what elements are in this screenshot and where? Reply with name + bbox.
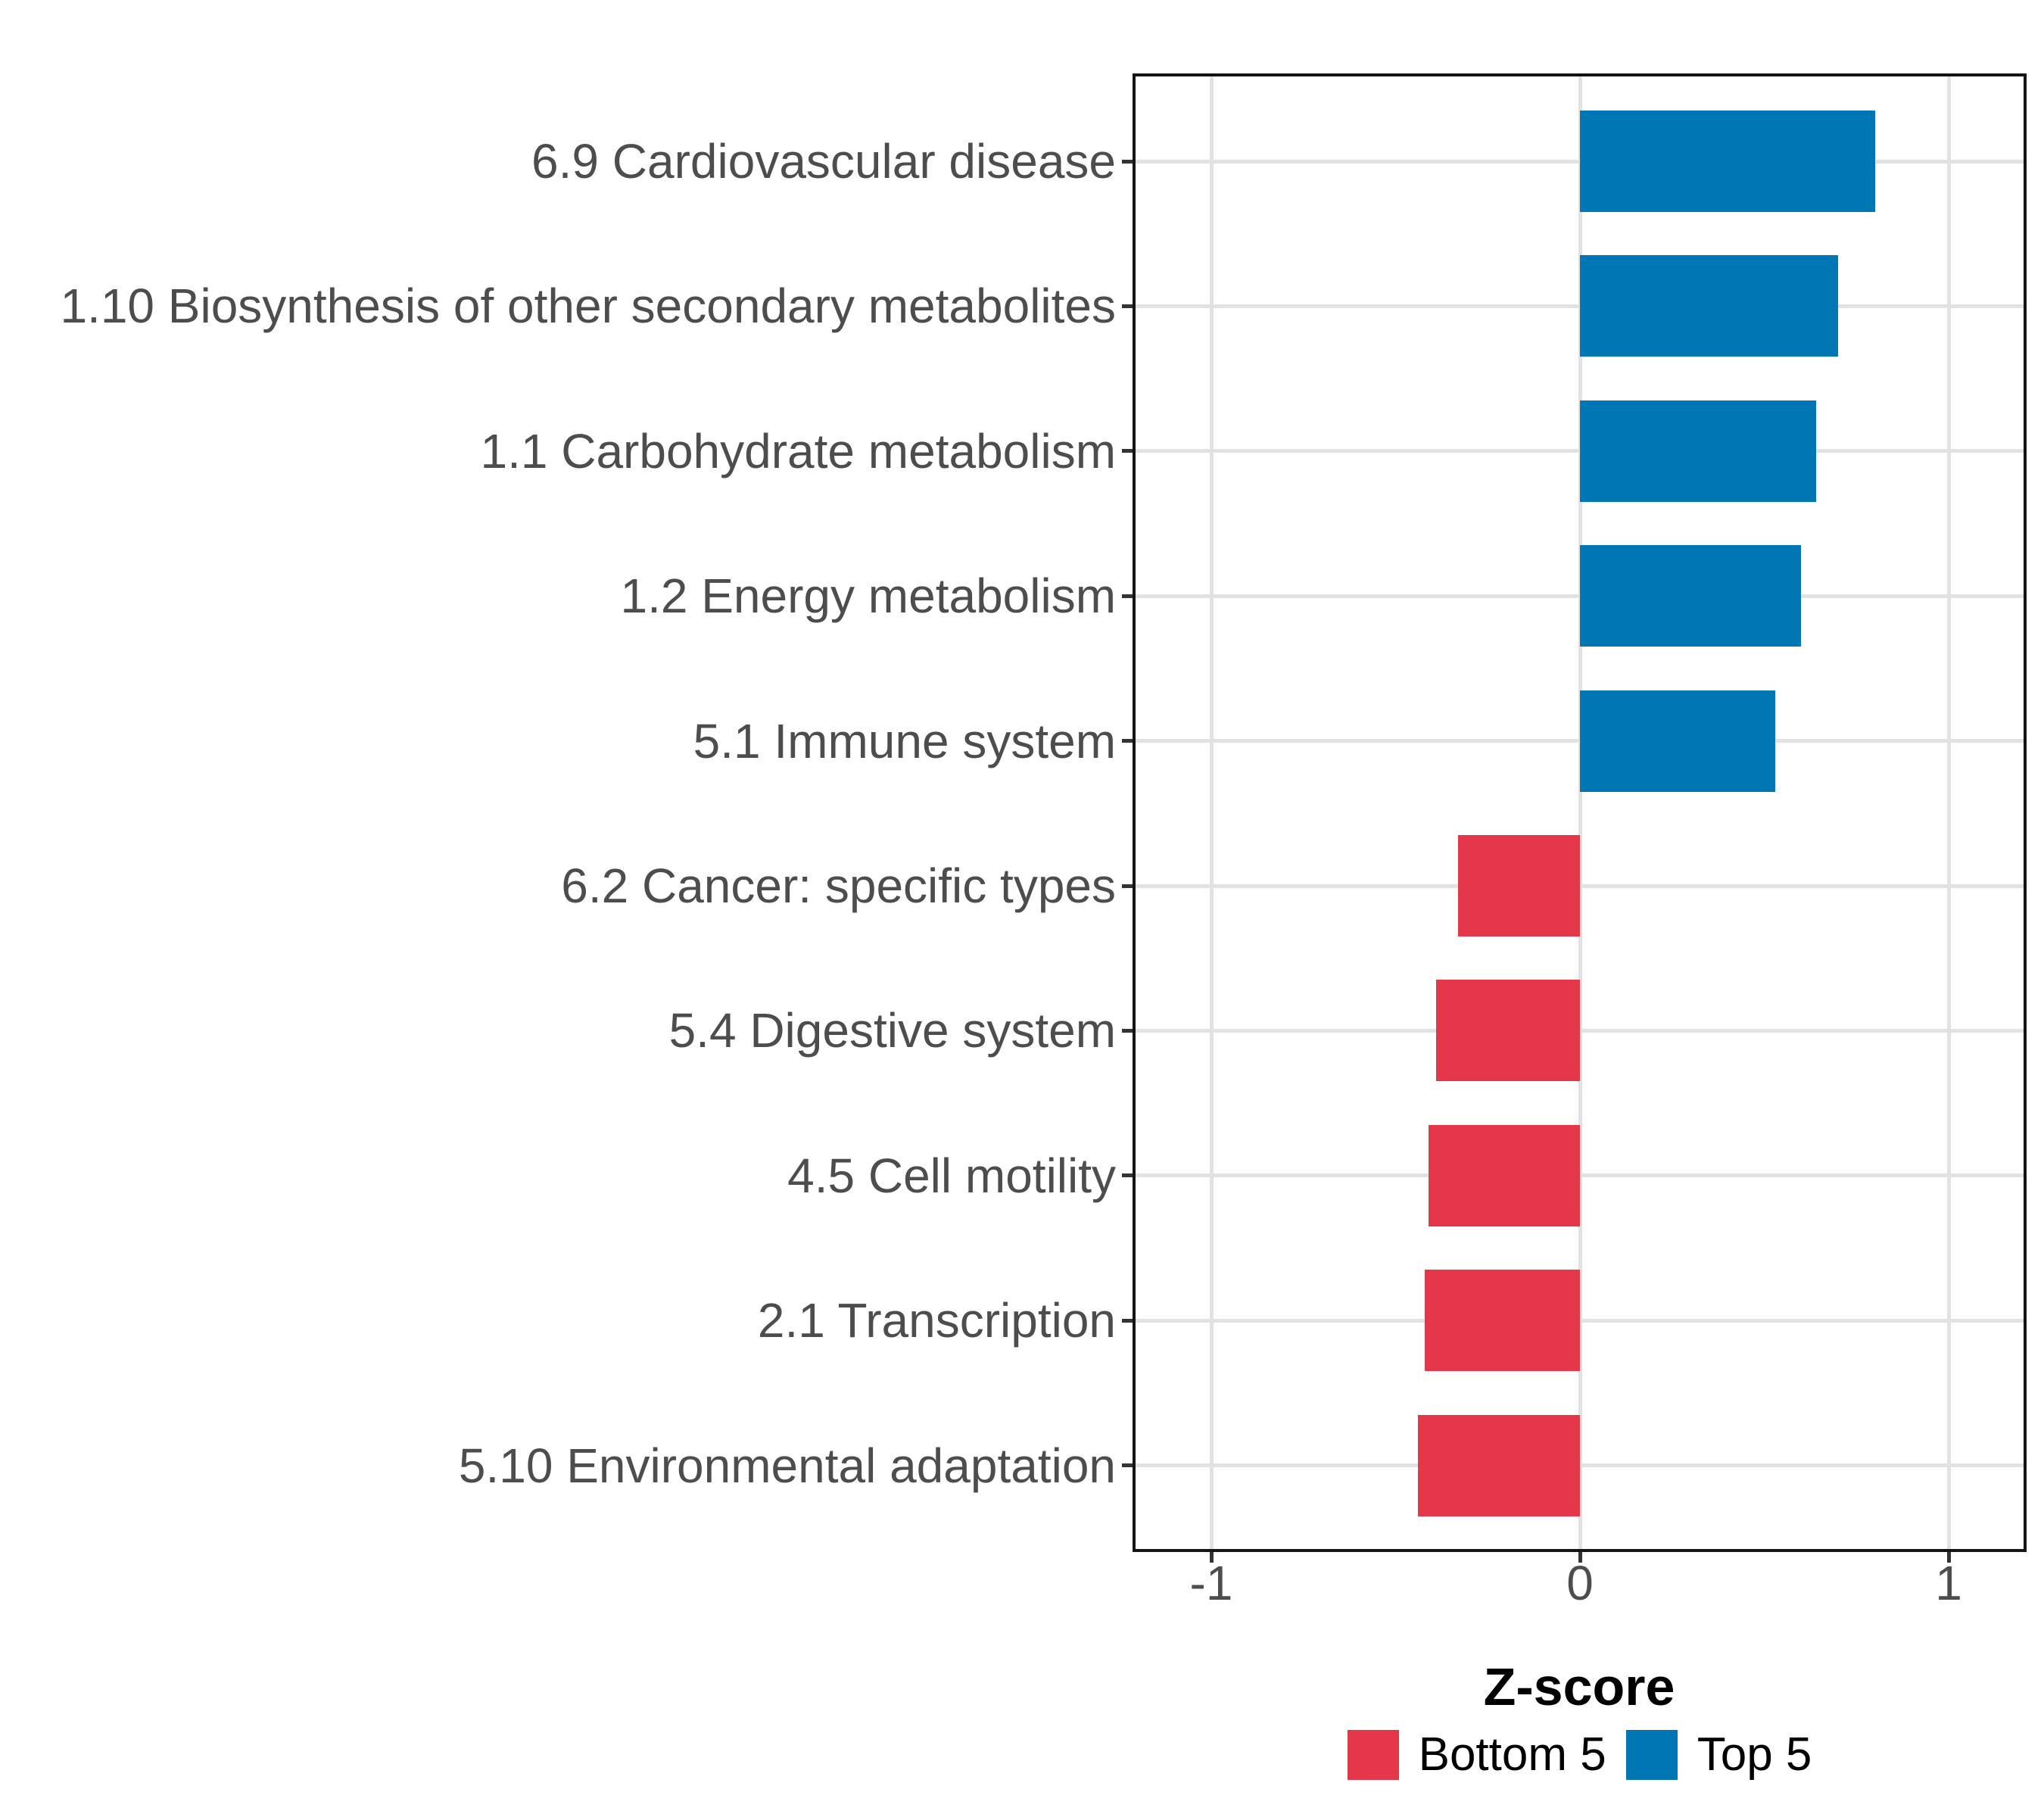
- y-axis-tick: [1122, 1173, 1133, 1178]
- bar-top5: [1580, 111, 1875, 212]
- bar-bottom5: [1436, 980, 1580, 1082]
- y-axis-label: 1.10 Biosynthesis of other secondary met…: [60, 279, 1116, 334]
- x-axis-tick: [1209, 1552, 1214, 1563]
- x-gridline: [1578, 76, 1582, 1549]
- legend: Bottom 5 Top 5: [1134, 1730, 2025, 1780]
- x-tick-label: 0: [1566, 1556, 1594, 1610]
- bar-bottom5: [1458, 835, 1580, 937]
- x-gridline: [1946, 76, 1951, 1549]
- y-gridline: [1136, 594, 2024, 598]
- y-gridline: [1136, 304, 2024, 308]
- y-axis-tick: [1122, 159, 1133, 164]
- y-axis-label: 2.1 Transcription: [757, 1293, 1116, 1348]
- legend-entry-top-5: Top 5: [1625, 1728, 1812, 1781]
- y-gridline: [1136, 159, 2024, 164]
- y-axis-tick: [1122, 304, 1133, 308]
- x-gridline: [1209, 76, 1214, 1549]
- y-axis-tick: [1122, 1463, 1133, 1468]
- y-axis-label: 1.2 Energy metabolism: [620, 569, 1116, 624]
- y-axis-tick: [1122, 1028, 1133, 1033]
- bar-top5: [1580, 545, 1802, 647]
- x-axis-tick: [1946, 1552, 1951, 1563]
- y-gridline: [1136, 449, 2024, 453]
- bar-top5: [1580, 690, 1776, 792]
- y-axis-label: 4.5 Cell motility: [787, 1148, 1116, 1203]
- y-axis-label: 6.9 Cardiovascular disease: [531, 134, 1116, 189]
- y-axis-tick: [1122, 1318, 1133, 1323]
- y-axis-label: 5.4 Digestive system: [668, 1003, 1116, 1058]
- legend-key-swatch: [1625, 1730, 1678, 1780]
- bar-top5: [1580, 255, 1838, 357]
- y-gridline: [1136, 739, 2024, 743]
- y-axis-tick: [1122, 449, 1133, 453]
- y-axis-tick: [1122, 739, 1133, 743]
- y-axis-label: 5.10 Environmental adaptation: [458, 1438, 1116, 1493]
- y-axis-label: 1.1 Carbohydrate metabolism: [480, 423, 1116, 478]
- legend-key-swatch: [1347, 1730, 1399, 1780]
- y-axis-label: 6.2 Cancer: specific types: [561, 859, 1116, 913]
- bar-bottom5: [1429, 1124, 1580, 1226]
- legend-label: Top 5: [1697, 1728, 1812, 1781]
- y-axis-label: 5.1 Immune system: [693, 713, 1116, 768]
- y-axis-tick: [1122, 594, 1133, 598]
- legend-label: Bottom 5: [1418, 1728, 1606, 1781]
- x-axis-title: Z-score: [1483, 1657, 1675, 1716]
- bar-top5: [1580, 400, 1816, 502]
- x-axis-tick: [1578, 1552, 1582, 1563]
- y-axis-tick: [1122, 884, 1133, 888]
- x-tick-label: 1: [1935, 1556, 1962, 1610]
- x-tick-label: -1: [1189, 1556, 1233, 1610]
- bar-bottom5: [1425, 1270, 1580, 1372]
- legend-entry-bottom-5: Bottom 5: [1347, 1728, 1606, 1781]
- bar-bottom5: [1417, 1414, 1580, 1516]
